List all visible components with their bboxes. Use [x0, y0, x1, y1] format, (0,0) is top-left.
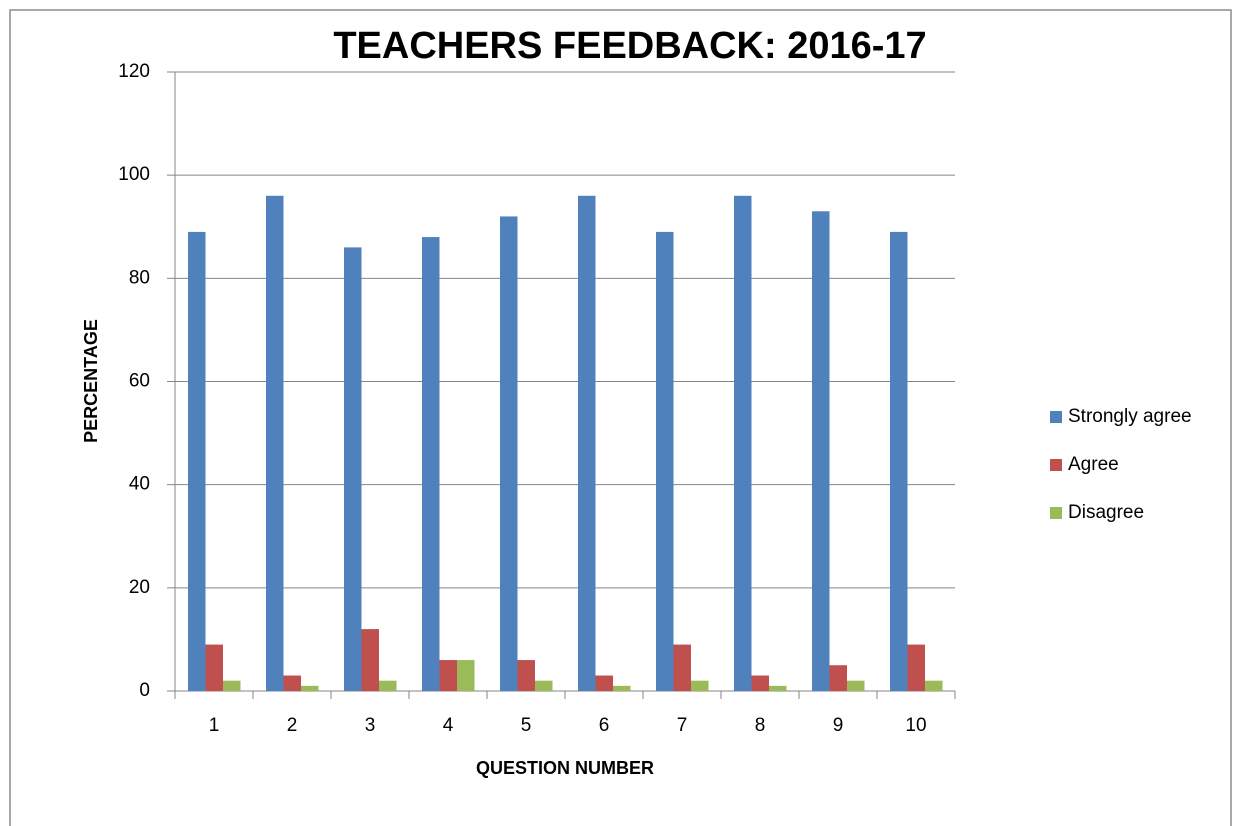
x-axis-label: QUESTION NUMBER: [476, 758, 654, 778]
bar: [812, 211, 830, 691]
bar: [847, 680, 865, 691]
legend-swatch: [1050, 507, 1062, 519]
bar: [457, 660, 475, 691]
x-tick-label: 9: [833, 715, 844, 736]
bar: [223, 680, 241, 691]
bar: [595, 675, 613, 691]
bar: [301, 685, 319, 691]
bar: [188, 231, 206, 692]
bar: [379, 680, 397, 691]
legend-label: Strongly agree: [1068, 406, 1192, 427]
x-tick-label: 10: [905, 715, 926, 736]
legend-label: Agree: [1068, 454, 1119, 475]
x-tick-label: 6: [599, 715, 610, 736]
y-tick-label: 80: [129, 267, 150, 288]
bar: [344, 247, 362, 691]
chart-title: TEACHERS FEEDBACK: 2016-17: [333, 25, 926, 67]
x-tick-label: 3: [365, 715, 376, 736]
bar: [734, 195, 752, 692]
y-tick-label: 60: [129, 371, 150, 392]
x-tick-label: 7: [677, 715, 688, 736]
chart-border: [9, 9, 1232, 826]
bar: [925, 680, 943, 691]
y-axis-label: PERCENTAGE: [81, 319, 101, 443]
legend-label: Disagree: [1068, 502, 1144, 523]
y-tick-label: 20: [129, 577, 150, 598]
bar: [890, 231, 908, 692]
bar: [500, 216, 518, 691]
bar: [578, 195, 596, 692]
y-tick-label: 40: [129, 474, 150, 495]
bar: [673, 644, 691, 691]
bar: [439, 660, 457, 691]
x-tick-label: 5: [521, 715, 532, 736]
bar: [535, 680, 553, 691]
x-tick-label: 4: [443, 715, 454, 736]
bar: [517, 660, 535, 691]
bar: [422, 237, 440, 692]
bar: [613, 685, 631, 691]
legend-swatch: [1050, 411, 1062, 423]
y-tick-label: 0: [139, 680, 150, 701]
bar: [769, 685, 787, 691]
bar: [361, 629, 379, 691]
bar: [656, 231, 674, 692]
y-tick-label: 120: [118, 61, 150, 82]
bar: [266, 195, 284, 692]
bar: [907, 644, 925, 691]
bar: [283, 675, 301, 691]
legend-swatch: [1050, 459, 1062, 471]
bar: [751, 675, 769, 691]
y-tick-label: 100: [118, 164, 150, 185]
bar: [205, 644, 223, 691]
x-tick-label: 8: [755, 715, 766, 736]
bar: [829, 665, 847, 691]
x-tick-label: 2: [287, 715, 298, 736]
bar: [691, 680, 709, 691]
x-tick-label: 1: [209, 715, 220, 736]
